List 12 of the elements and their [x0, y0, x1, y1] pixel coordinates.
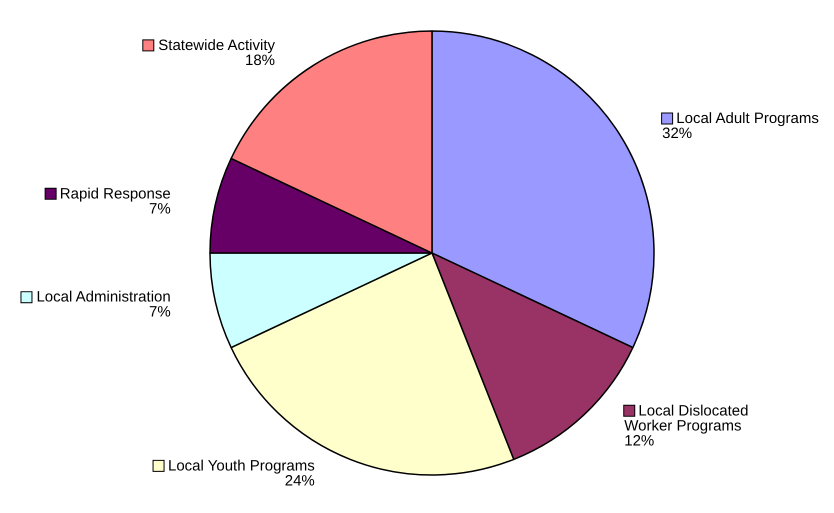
data-label: 12%: [624, 432, 654, 450]
legend-label: Local Dislocated Worker Programs: [624, 402, 748, 434]
legend-label: Rapid Response: [56, 185, 171, 202]
data-label: 24%: [284, 472, 315, 490]
legend-label: Local Administration: [32, 288, 171, 306]
legend-label: Local Adult Programs: [672, 110, 819, 128]
data-label: 32%: [662, 125, 692, 142]
legend-label: Local Youth Programs: [164, 457, 315, 474]
data-label: 7%: [149, 304, 171, 321]
data-label: 7%: [149, 200, 171, 218]
data-label: 18%: [244, 52, 276, 69]
legend-label: Statewide Activity: [154, 36, 276, 54]
